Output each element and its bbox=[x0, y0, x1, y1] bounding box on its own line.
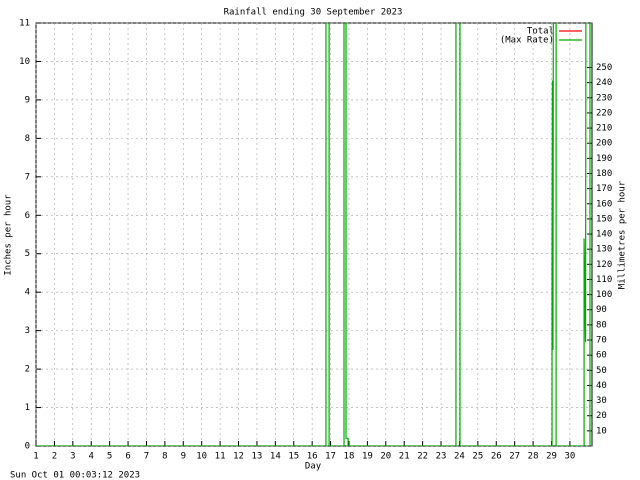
plot-frame bbox=[35, 22, 593, 447]
x-tick-label: 20 bbox=[380, 452, 391, 462]
x-axis-label: Day bbox=[305, 462, 322, 472]
x-tick-label: 9 bbox=[181, 452, 186, 462]
y2-tick-label: 210 bbox=[596, 124, 612, 134]
y2-tick-label: 70 bbox=[596, 336, 607, 346]
y2-tick-label: 190 bbox=[596, 154, 612, 164]
y2-tick-label: 250 bbox=[596, 63, 612, 73]
y2-tick-label: 80 bbox=[596, 320, 607, 330]
y-tick-label: 11 bbox=[19, 19, 30, 29]
y-tick-label: 1 bbox=[25, 403, 30, 413]
x-tick-label: 19 bbox=[362, 452, 373, 462]
y-tick-label: 9 bbox=[25, 95, 30, 105]
y2-tick-label: 50 bbox=[596, 366, 607, 376]
x-tick-label: 28 bbox=[528, 452, 539, 462]
y2-tick-label: 100 bbox=[596, 290, 612, 300]
y2-tick-label: 10 bbox=[596, 426, 607, 436]
y2-tick-label: 110 bbox=[596, 275, 612, 285]
y-tick-label: 8 bbox=[25, 134, 30, 144]
x-tick-label: 14 bbox=[270, 452, 281, 462]
x-tick-label: 10 bbox=[196, 452, 207, 462]
x-tick-label: 29 bbox=[546, 452, 557, 462]
x-tick-label: 27 bbox=[509, 452, 520, 462]
y2-tick-label: 170 bbox=[596, 184, 612, 194]
y2-tick-label: 160 bbox=[596, 199, 612, 209]
x-tick-label: 8 bbox=[162, 452, 167, 462]
x-tick-label: 17 bbox=[325, 452, 336, 462]
y-tick-label: 0 bbox=[25, 442, 30, 452]
x-tick-label: 7 bbox=[144, 452, 149, 462]
x-tick-label: 12 bbox=[233, 452, 244, 462]
y2-tick-label: 20 bbox=[596, 411, 607, 421]
x-tick-label: 15 bbox=[288, 452, 299, 462]
y2-tick-label: 180 bbox=[596, 169, 612, 179]
y2-axis-label: Millimetres per hour bbox=[618, 180, 628, 289]
y-axis-label: Inches per hour bbox=[4, 194, 14, 276]
y-tick-label: 6 bbox=[25, 211, 30, 221]
series-line bbox=[36, 23, 591, 446]
x-tick-label: 25 bbox=[472, 452, 483, 462]
x-tick-label: 24 bbox=[454, 452, 465, 462]
x-tick-label: 16 bbox=[307, 452, 318, 462]
legend-label: Total bbox=[527, 27, 554, 37]
y-tick-label: 5 bbox=[25, 249, 30, 259]
x-tick-label: 2 bbox=[52, 452, 57, 462]
legend-label: (Max Rate) bbox=[500, 36, 554, 46]
y-tick-label: 4 bbox=[25, 288, 30, 298]
y-tick-label: 2 bbox=[25, 365, 30, 375]
x-tick-label: 1 bbox=[33, 452, 38, 462]
y2-tick-label: 230 bbox=[596, 93, 612, 103]
y2-tick-label: 140 bbox=[596, 230, 612, 240]
y2-tick-label: 130 bbox=[596, 245, 612, 255]
y2-tick-label: 60 bbox=[596, 351, 607, 361]
x-tick-label: 22 bbox=[417, 452, 428, 462]
y-tick-label: 10 bbox=[19, 57, 30, 67]
x-tick-label: 23 bbox=[436, 452, 447, 462]
x-tick-label: 11 bbox=[215, 452, 226, 462]
x-tick-label: 6 bbox=[125, 452, 130, 462]
x-tick-label: 30 bbox=[564, 452, 575, 462]
y-tick-label: 7 bbox=[25, 172, 30, 182]
y2-tick-label: 30 bbox=[596, 396, 607, 406]
y2-tick-label: 200 bbox=[596, 139, 612, 149]
y2-tick-label: 90 bbox=[596, 305, 607, 315]
footer: Sun Oct 01 00:03:12 2023 bbox=[10, 471, 140, 480]
x-tick-label: 26 bbox=[491, 452, 502, 462]
y-tick-label: 3 bbox=[25, 326, 30, 336]
y2-tick-label: 240 bbox=[596, 78, 612, 88]
x-tick-label: 13 bbox=[252, 452, 263, 462]
x-tick-label: 3 bbox=[70, 452, 75, 462]
y2-tick-label: 40 bbox=[596, 381, 607, 391]
y2-tick-label: 150 bbox=[596, 214, 612, 224]
x-tick-label: 4 bbox=[89, 452, 94, 462]
x-tick-label: 18 bbox=[344, 452, 355, 462]
x-tick-label: 21 bbox=[399, 452, 410, 462]
y2-tick-label: 220 bbox=[596, 108, 612, 118]
x-tick-label: 5 bbox=[107, 452, 112, 462]
chart-title: Rainfall ending 30 September 2023 bbox=[224, 8, 403, 18]
y2-tick-label: 120 bbox=[596, 260, 612, 270]
